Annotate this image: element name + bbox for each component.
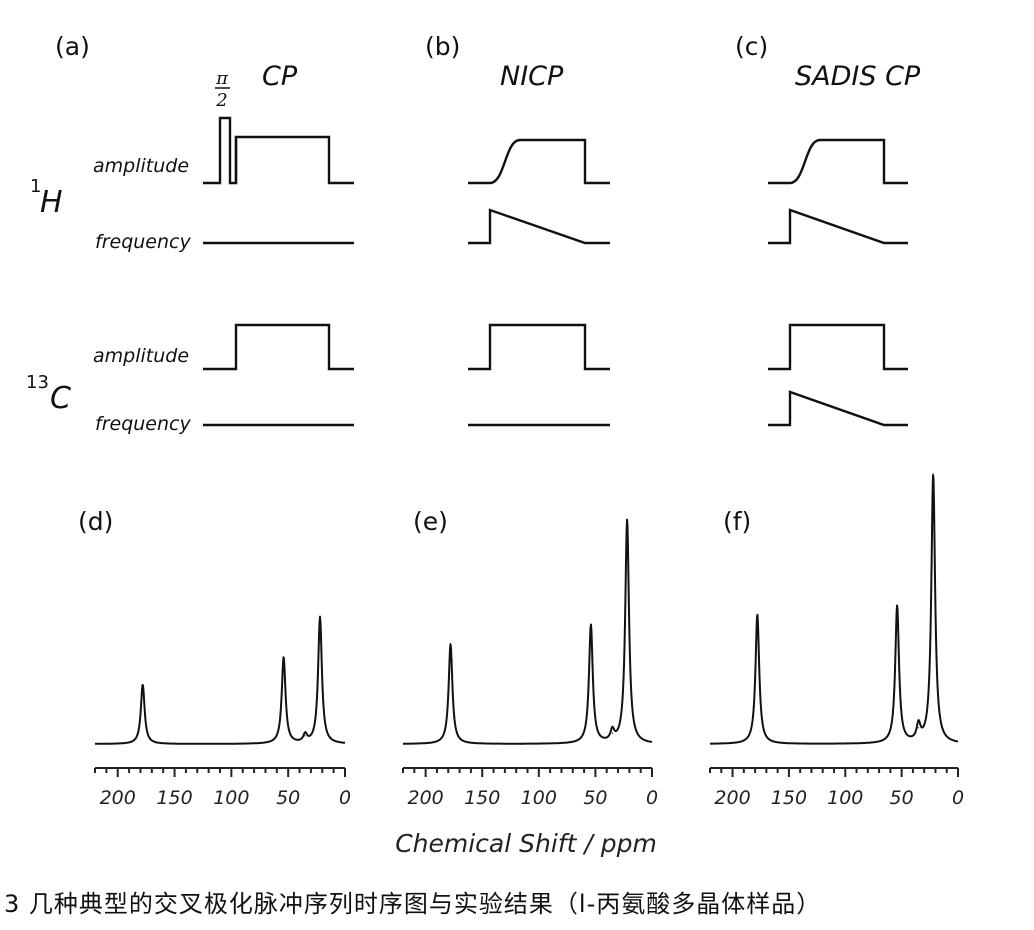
spectrum-trace-d <box>94 615 346 745</box>
nucleus-c-superscript: 13 <box>26 372 49 393</box>
nucleus-h-superscript: 1 <box>30 176 41 197</box>
x-tick-label: 50 <box>276 787 300 809</box>
nicp-h-frequency-trace <box>468 208 610 245</box>
nucleus-c-symbol: C <box>50 381 71 416</box>
panel-label-a: (a) <box>55 32 90 61</box>
x-tick-label: 150 <box>771 787 807 809</box>
sadis-c-amplitude-trace <box>768 323 908 371</box>
cp-pulse-sequence-figure: (a) (b) (c) CP NICP SADIS CP π 2 amplitu… <box>26 32 964 858</box>
row-label-h-amplitude: amplitude <box>93 155 189 177</box>
row-label-c-amplitude: amplitude <box>93 345 189 367</box>
spectrum-peak-d-1 <box>283 657 285 659</box>
x-tick-label: 50 <box>583 787 607 809</box>
x-tick-label: 200 <box>408 787 444 809</box>
spectrum-peak-d-0 <box>142 684 144 686</box>
figure-caption: 3 几种典型的交叉极化脉冲序列时序图与实验结果（l-丙氨酸多晶体样品） <box>4 890 822 918</box>
cp-h-amplitude-trace <box>203 116 354 185</box>
x-tick-label: 0 <box>952 787 964 809</box>
x-tick-label: 200 <box>100 787 136 809</box>
row-label-h-frequency: frequency <box>95 231 191 253</box>
cp-c-amplitude-trace <box>203 323 354 371</box>
panel-label-b: (b) <box>425 32 460 61</box>
x-tick-label: 50 <box>890 787 914 809</box>
x-tick-label: 100 <box>521 787 557 809</box>
panel-label-d: (d) <box>78 507 113 536</box>
sadis-h-amplitude-trace <box>768 138 908 185</box>
spectrum-peak-f-3 <box>932 473 934 475</box>
spectrum-peak-f-1 <box>896 605 898 607</box>
spectrum-peak-f-0 <box>756 613 758 616</box>
x-tick-label: 0 <box>646 787 658 809</box>
spectrum-peak-e-0 <box>449 643 452 645</box>
spectrum-peak-d-2 <box>304 735 306 737</box>
x-tick-label: 0 <box>339 787 351 809</box>
x-tick-label: 100 <box>213 787 249 809</box>
panel-title-cp: CP <box>262 61 298 92</box>
x-tick-label: 150 <box>464 787 500 809</box>
x-tick-label: 150 <box>156 787 192 809</box>
nicp-c-amplitude-trace <box>468 323 610 371</box>
panel-label-f: (f) <box>723 507 751 536</box>
panel-label-e: (e) <box>413 507 448 536</box>
x-tick-label: 100 <box>827 787 863 809</box>
row-label-c-frequency: frequency <box>95 413 191 435</box>
spectrum-trace-f <box>709 474 959 745</box>
pi-half-denominator: 2 <box>215 90 227 111</box>
panel-label-c: (c) <box>735 32 768 61</box>
panel-title-nicp: NICP <box>500 61 564 92</box>
spectrum-trace-e <box>402 518 653 745</box>
spectrum-peak-d-3 <box>319 616 321 618</box>
nucleus-h-symbol: H <box>40 185 63 220</box>
spectrum-peak-e-2 <box>611 732 614 734</box>
spectrum-peak-e-3 <box>626 519 628 521</box>
spectrum-peak-f-2 <box>917 727 920 729</box>
x-axis-label: Chemical Shift / ppm <box>395 829 657 858</box>
nmr-spectra-group: 200 150 100 50 0 200 150 100 50 0 200 150 100 50 0 <box>94 473 964 809</box>
spectrum-peak-e-1 <box>590 624 592 626</box>
x-tick-label: 200 <box>714 787 750 809</box>
sadis-c-frequency-trace <box>768 390 908 427</box>
sadis-h-frequency-trace <box>768 208 908 245</box>
panel-title-sadis-cp: SADIS CP <box>795 61 921 92</box>
pi-half-numerator: π <box>215 68 229 89</box>
nicp-h-amplitude-trace <box>468 138 610 185</box>
